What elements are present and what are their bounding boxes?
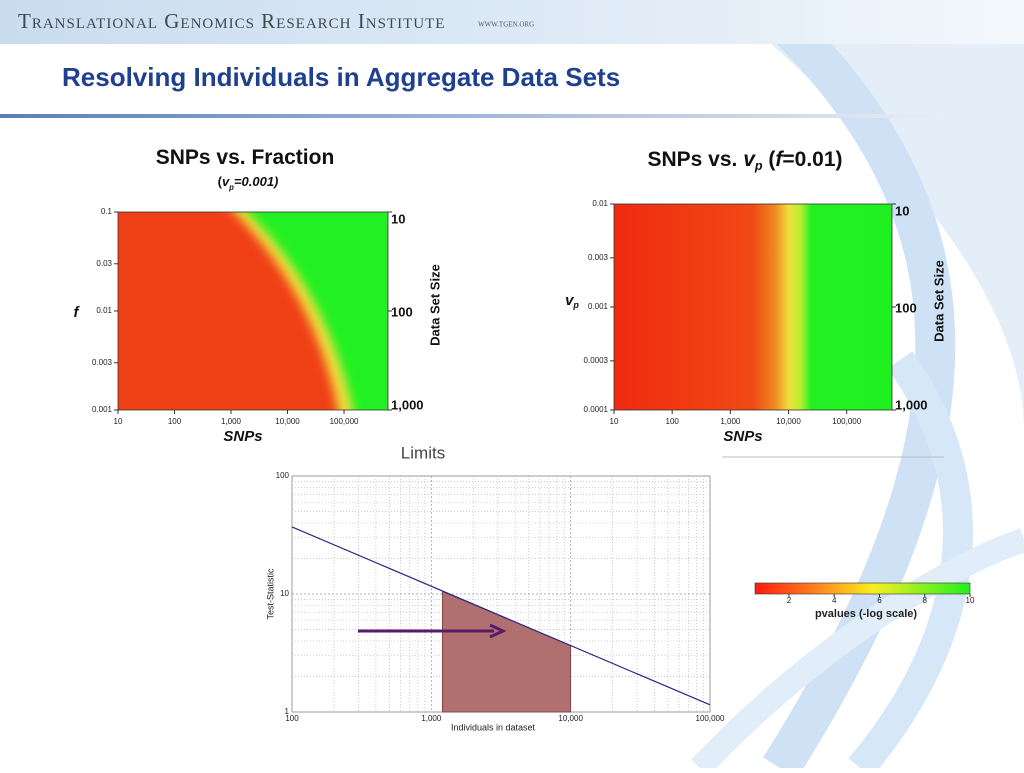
y2-axis-label: Data Set Size bbox=[931, 260, 946, 342]
colorbar-tick-label: 2 bbox=[787, 596, 792, 605]
y-axis-label: vp bbox=[565, 292, 579, 310]
plot-title: SNPs vs. vp (f=0.01) bbox=[647, 148, 842, 174]
colorbar-tick-label: 6 bbox=[877, 596, 882, 605]
y-tick-label: 0.1 bbox=[101, 207, 113, 216]
y-tick-label: 0.003 bbox=[92, 358, 113, 367]
x-tick-label: 100 bbox=[666, 417, 680, 426]
colorbar-tick-label: 10 bbox=[966, 596, 975, 605]
y-tick-label: 100 bbox=[276, 471, 290, 480]
y2-tick-label: 1,000 bbox=[391, 397, 424, 412]
x-tick-label: 100,000 bbox=[832, 417, 861, 426]
y-axis-label: Test-Statistic bbox=[265, 568, 275, 620]
colorbar-tick-label: 8 bbox=[923, 596, 928, 605]
text-part: =0.01) bbox=[782, 148, 842, 171]
x-axis-label: Individuals in dataset bbox=[451, 722, 536, 732]
x-tick-label: 10,000 bbox=[776, 417, 801, 426]
text-part: v bbox=[222, 174, 230, 189]
x-tick-label: 100 bbox=[285, 714, 299, 723]
text-part: v bbox=[565, 292, 575, 309]
x-tick-label: 10,000 bbox=[558, 714, 583, 723]
text-part: SNPs vs. Fraction bbox=[156, 146, 335, 169]
text-part: =0.001) bbox=[234, 174, 278, 189]
x-tick-label: 1,000 bbox=[720, 417, 741, 426]
y2-tick-label: 10 bbox=[391, 211, 405, 226]
slide-title: Resolving Individuals in Aggregate Data … bbox=[62, 62, 620, 92]
plot-subtitle: (vp=0.001) bbox=[218, 174, 279, 191]
y-tick-label: 0.003 bbox=[588, 253, 609, 262]
x-tick-label: 100,000 bbox=[696, 714, 725, 723]
x-tick-label: 1,000 bbox=[221, 417, 242, 426]
colorbar bbox=[754, 582, 971, 595]
text-part: ( bbox=[218, 174, 223, 189]
institute: Translational Genomics Research Institut… bbox=[18, 9, 445, 33]
heatmap-2-image bbox=[614, 204, 892, 410]
plot-title: Limits bbox=[401, 443, 445, 462]
text-part: p bbox=[228, 183, 234, 192]
plot-title: SNPs vs. Fraction bbox=[156, 146, 335, 169]
y-tick-label: 1 bbox=[285, 707, 290, 716]
x-tick-label: 100 bbox=[168, 417, 182, 426]
text-part: p bbox=[572, 300, 579, 310]
y2-tick-label: 100 bbox=[391, 304, 413, 319]
y-tick-label: 0.01 bbox=[592, 199, 608, 208]
y-axis-label: f bbox=[74, 304, 81, 321]
header-bar bbox=[0, 0, 1024, 44]
text-part: v bbox=[743, 148, 756, 171]
y2-tick-label: 10 bbox=[895, 203, 909, 218]
y2-tick-label: 100 bbox=[895, 300, 917, 315]
heatmap-1-image bbox=[118, 212, 388, 410]
text-part: f bbox=[74, 304, 81, 321]
colorbar-label: pvalues (-log scale) bbox=[815, 608, 917, 620]
x-tick-label: 1,000 bbox=[421, 714, 442, 723]
title-rule bbox=[0, 114, 940, 118]
text-part: SNPs vs. bbox=[647, 148, 743, 171]
colorbar-tick-label: 4 bbox=[832, 596, 837, 605]
y-tick-label: 0.03 bbox=[96, 259, 112, 268]
url: www.tgen.org bbox=[478, 21, 534, 29]
y-tick-label: 0.0001 bbox=[584, 405, 609, 414]
line bbox=[291, 526, 711, 706]
text-part: p bbox=[754, 159, 763, 173]
background-decoration bbox=[691, 0, 1024, 773]
y2-axis-label: Data Set Size bbox=[427, 264, 442, 346]
y-tick-label: 0.001 bbox=[588, 302, 609, 311]
x-axis-label: SNPs bbox=[723, 428, 762, 445]
x-tick-label: 100,000 bbox=[330, 417, 359, 426]
y-tick-label: 10 bbox=[280, 589, 289, 598]
y2-tick-label: 1,000 bbox=[895, 397, 928, 412]
x-axis-label: SNPs bbox=[223, 428, 262, 445]
x-tick-label: 10,000 bbox=[275, 417, 300, 426]
text-part: f bbox=[775, 148, 784, 171]
x-tick-label: 10 bbox=[114, 417, 123, 426]
arrow bbox=[358, 623, 507, 639]
x-tick-label: 10 bbox=[610, 417, 619, 426]
y-tick-label: 0.0003 bbox=[584, 356, 609, 365]
y-tick-label: 0.01 bbox=[96, 306, 112, 315]
y-tick-label: 0.001 bbox=[92, 405, 113, 414]
text-part: ( bbox=[763, 148, 776, 171]
